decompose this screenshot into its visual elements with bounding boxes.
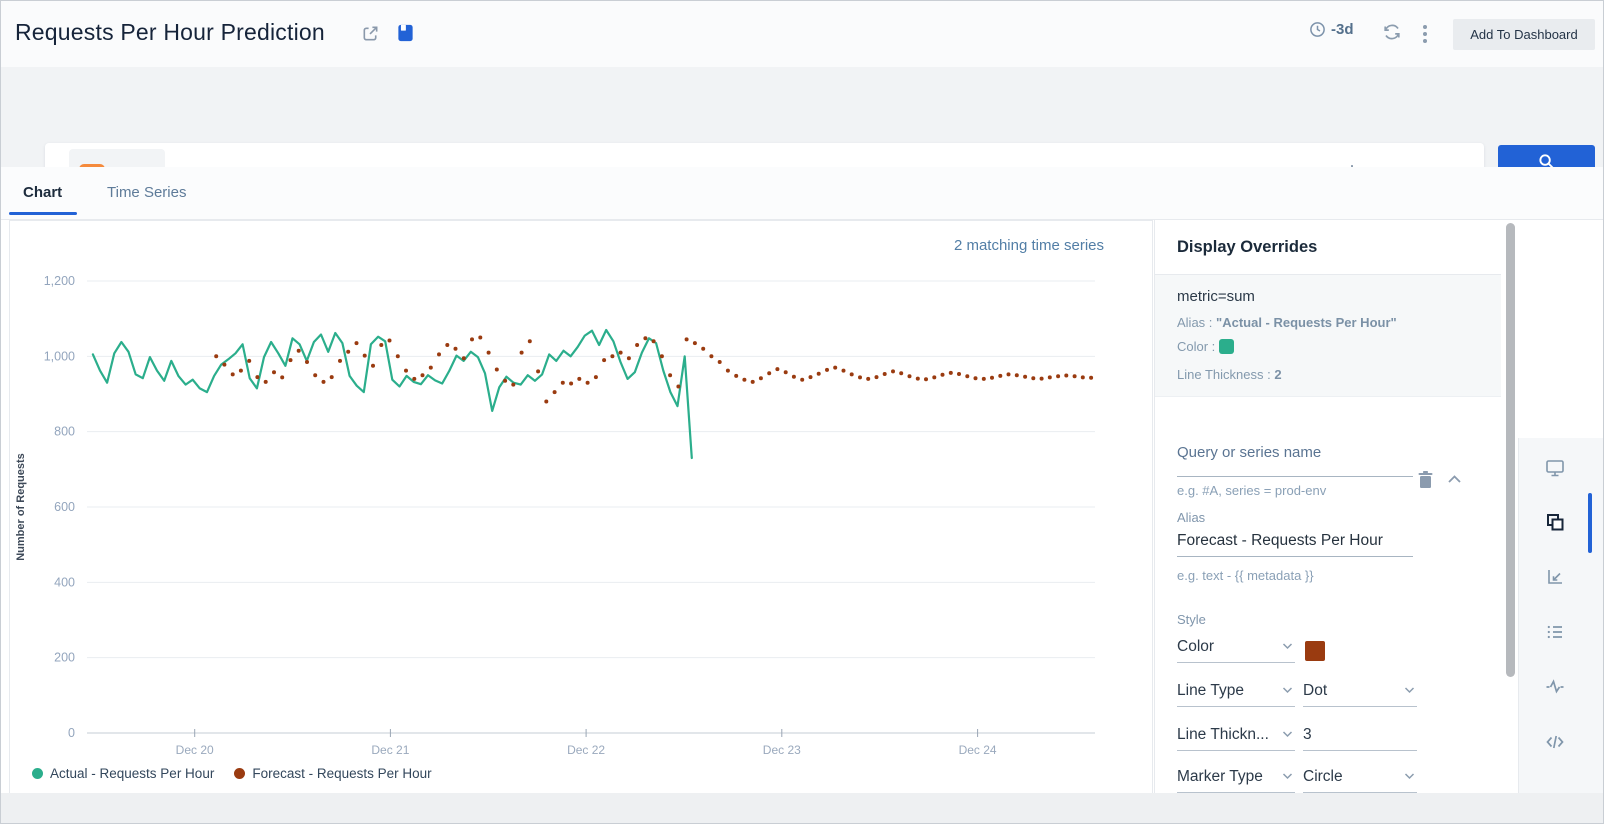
svg-text:Dec 21: Dec 21 xyxy=(371,743,409,757)
matching-series-label: 2 matching time series xyxy=(954,237,1104,254)
override-summary[interactable]: metric=sum Alias : "Actual - Requests Pe… xyxy=(1155,275,1501,396)
select-marker-type-value[interactable]: Circle xyxy=(1303,768,1417,793)
select-line-type-property[interactable]: Line Type xyxy=(1177,682,1295,707)
app-root: Requests Per Hour Prediction -3d xyxy=(0,0,1604,824)
time-range-button[interactable]: -3d xyxy=(1309,21,1354,38)
alias-input[interactable] xyxy=(1177,532,1413,557)
svg-text:1,000: 1,000 xyxy=(44,349,75,363)
svg-text:400: 400 xyxy=(54,575,75,589)
page-title: Requests Per Hour Prediction xyxy=(15,19,325,46)
summary-thickness-value: 2 xyxy=(1274,367,1281,382)
svg-text:Dec 22: Dec 22 xyxy=(567,743,605,757)
chevron-down-icon xyxy=(1282,686,1293,694)
svg-text:600: 600 xyxy=(54,500,75,514)
header-kebab-icon[interactable] xyxy=(1423,25,1427,43)
chevron-down-icon xyxy=(1282,642,1293,650)
select-marker-type-property[interactable]: Marker Type xyxy=(1177,768,1295,793)
forecast-color-swatch[interactable] xyxy=(1305,641,1325,661)
overlapping-squares-icon[interactable] xyxy=(1545,512,1565,532)
chevron-down-icon xyxy=(1282,772,1293,780)
summary-alias-row: Alias : "Actual - Requests Per Hour" xyxy=(1177,315,1397,330)
active-tab-indicator xyxy=(9,212,77,215)
line-thickness-value-input[interactable]: 3 xyxy=(1303,726,1417,751)
monitor-icon[interactable] xyxy=(1545,458,1565,478)
footer-strip xyxy=(1,793,1603,824)
summary-alias-value: "Actual - Requests Per Hour" xyxy=(1216,315,1397,330)
svg-text:1,200: 1,200 xyxy=(44,274,75,288)
chevron-down-icon xyxy=(1404,686,1415,694)
legend-label-actual: Actual - Requests Per Hour xyxy=(50,766,214,781)
style-label: Style xyxy=(1177,612,1206,627)
header: Requests Per Hour Prediction -3d xyxy=(1,1,1603,67)
alias-hint: e.g. text - {{ metadata }} xyxy=(1177,568,1314,583)
svg-text:Dec 24: Dec 24 xyxy=(959,743,997,757)
time-range-value: -3d xyxy=(1331,21,1354,38)
active-rail-indicator xyxy=(1588,493,1592,553)
pulse-icon[interactable] xyxy=(1545,677,1565,697)
chevron-up-icon[interactable] xyxy=(1447,474,1462,484)
select-color-property[interactable]: Color xyxy=(1177,638,1295,663)
summary-thickness-row: Line Thickness : 2 xyxy=(1177,367,1282,382)
svg-text:Number of Requests: Number of Requests xyxy=(15,453,27,561)
summary-metric: metric=sum xyxy=(1177,288,1255,305)
query-band: #B metric=service_requests _con xyxy=(1,67,1603,167)
list-icon[interactable] xyxy=(1545,622,1565,642)
legend-dot-actual xyxy=(32,768,43,779)
tab-chart[interactable]: Chart xyxy=(23,184,62,201)
share-icon[interactable] xyxy=(361,24,380,43)
main-content: 2 matching time series 0 200 400 600 800 1,00… xyxy=(1,219,1603,793)
summary-color-row: Color : xyxy=(1177,339,1234,354)
legend-dot-forecast xyxy=(234,768,245,779)
axes-chart-icon[interactable] xyxy=(1545,567,1565,587)
query-series-input[interactable] xyxy=(1177,454,1413,477)
svg-text:800: 800 xyxy=(54,425,75,439)
chart-plot[interactable]: 0 200 400 600 800 1,000 1,200 Dec 20 Dec 21 Dec 2… xyxy=(10,221,1152,793)
chevron-down-icon xyxy=(1404,772,1415,780)
right-icon-rail xyxy=(1518,438,1604,824)
svg-text:Dec 23: Dec 23 xyxy=(763,743,801,757)
select-line-type-value[interactable]: Dot xyxy=(1303,682,1417,707)
svg-text:200: 200 xyxy=(54,651,75,665)
save-icon[interactable] xyxy=(396,23,415,43)
svg-text:Dec 20: Dec 20 xyxy=(176,743,214,757)
summary-color-chip xyxy=(1219,339,1234,354)
query-series-hint: e.g. #A, series = prod-env xyxy=(1177,483,1326,498)
tab-time-series[interactable]: Time Series xyxy=(107,184,186,201)
tab-bar: Chart Time Series xyxy=(1,167,1603,219)
trash-icon[interactable] xyxy=(1417,470,1434,489)
legend-item-forecast[interactable]: Forecast - Requests Per Hour xyxy=(234,766,431,781)
add-to-dashboard-button[interactable]: Add To Dashboard xyxy=(1453,19,1595,50)
code-icon[interactable] xyxy=(1545,732,1565,752)
legend-label-forecast: Forecast - Requests Per Hour xyxy=(252,766,431,781)
chart-card: 2 matching time series 0 200 400 600 800 1,00… xyxy=(9,220,1153,794)
svg-text:0: 0 xyxy=(68,726,75,740)
refresh-icon[interactable] xyxy=(1382,22,1402,42)
legend-item-actual[interactable]: Actual - Requests Per Hour xyxy=(32,766,214,781)
panel-title: Display Overrides xyxy=(1177,238,1317,257)
display-overrides-panel: Display Overrides metric=sum Alias : "Ac… xyxy=(1154,220,1501,794)
clock-icon xyxy=(1309,21,1326,38)
chevron-down-icon xyxy=(1282,730,1293,738)
alias-label: Alias xyxy=(1177,510,1205,525)
select-line-thickness-property[interactable]: Line Thickn... xyxy=(1177,726,1295,751)
chart-legend: Actual - Requests Per Hour Forecast - Re… xyxy=(32,766,432,781)
panel-scrollbar-thumb[interactable] xyxy=(1506,223,1515,677)
